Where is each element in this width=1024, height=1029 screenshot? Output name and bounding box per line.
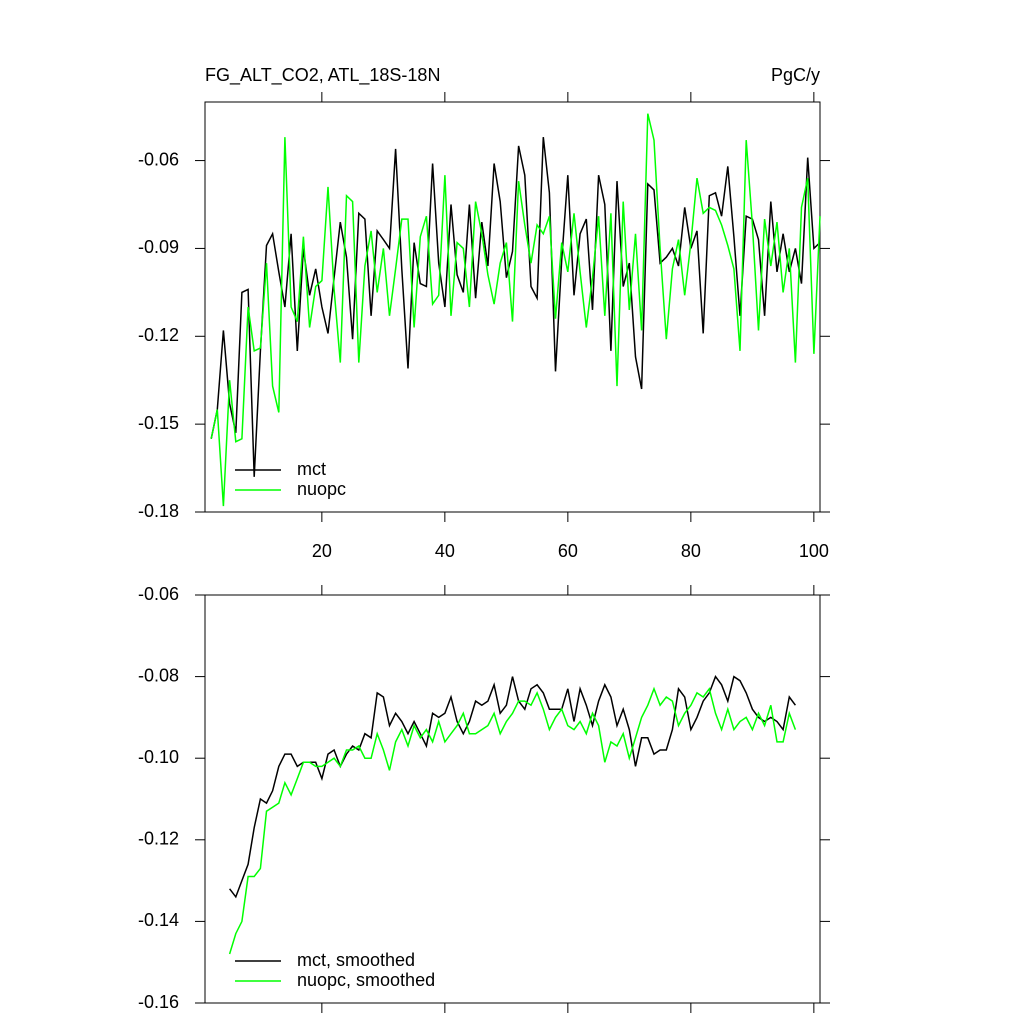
units-label: PgC/y <box>771 65 820 85</box>
chart-title: FG_ALT_CO2, ATL_18S-18N <box>205 65 440 86</box>
y-tick-label: -0.06 <box>138 584 179 604</box>
legend-label: nuopc, smoothed <box>297 970 435 990</box>
y-tick-label: -0.06 <box>138 149 179 169</box>
x-tick-label: 40 <box>435 541 455 561</box>
series-line <box>210 113 821 507</box>
legend-label: mct, smoothed <box>297 950 415 970</box>
y-tick-label: -0.15 <box>138 413 179 433</box>
series-line <box>228 686 797 955</box>
legend-label: nuopc <box>297 479 346 499</box>
legend-label: mct <box>297 459 326 479</box>
y-tick-label: -0.16 <box>138 992 179 1012</box>
y-tick-label: -0.09 <box>138 237 179 257</box>
series-line <box>210 137 821 477</box>
x-tick-label: 100 <box>799 541 829 561</box>
plot-frame <box>204 594 821 1004</box>
y-tick-label: -0.14 <box>138 910 179 930</box>
series-line <box>229 675 797 899</box>
x-tick-label: 80 <box>681 541 701 561</box>
x-tick-label: 20 <box>312 541 332 561</box>
y-tick-label: -0.08 <box>138 665 179 685</box>
plot-frame <box>204 101 821 513</box>
y-tick-label: -0.10 <box>138 747 179 767</box>
y-tick-label: -0.18 <box>138 501 179 521</box>
y-tick-label: -0.12 <box>138 325 179 345</box>
y-tick-label: -0.12 <box>138 829 179 849</box>
x-tick-label: 60 <box>558 541 578 561</box>
